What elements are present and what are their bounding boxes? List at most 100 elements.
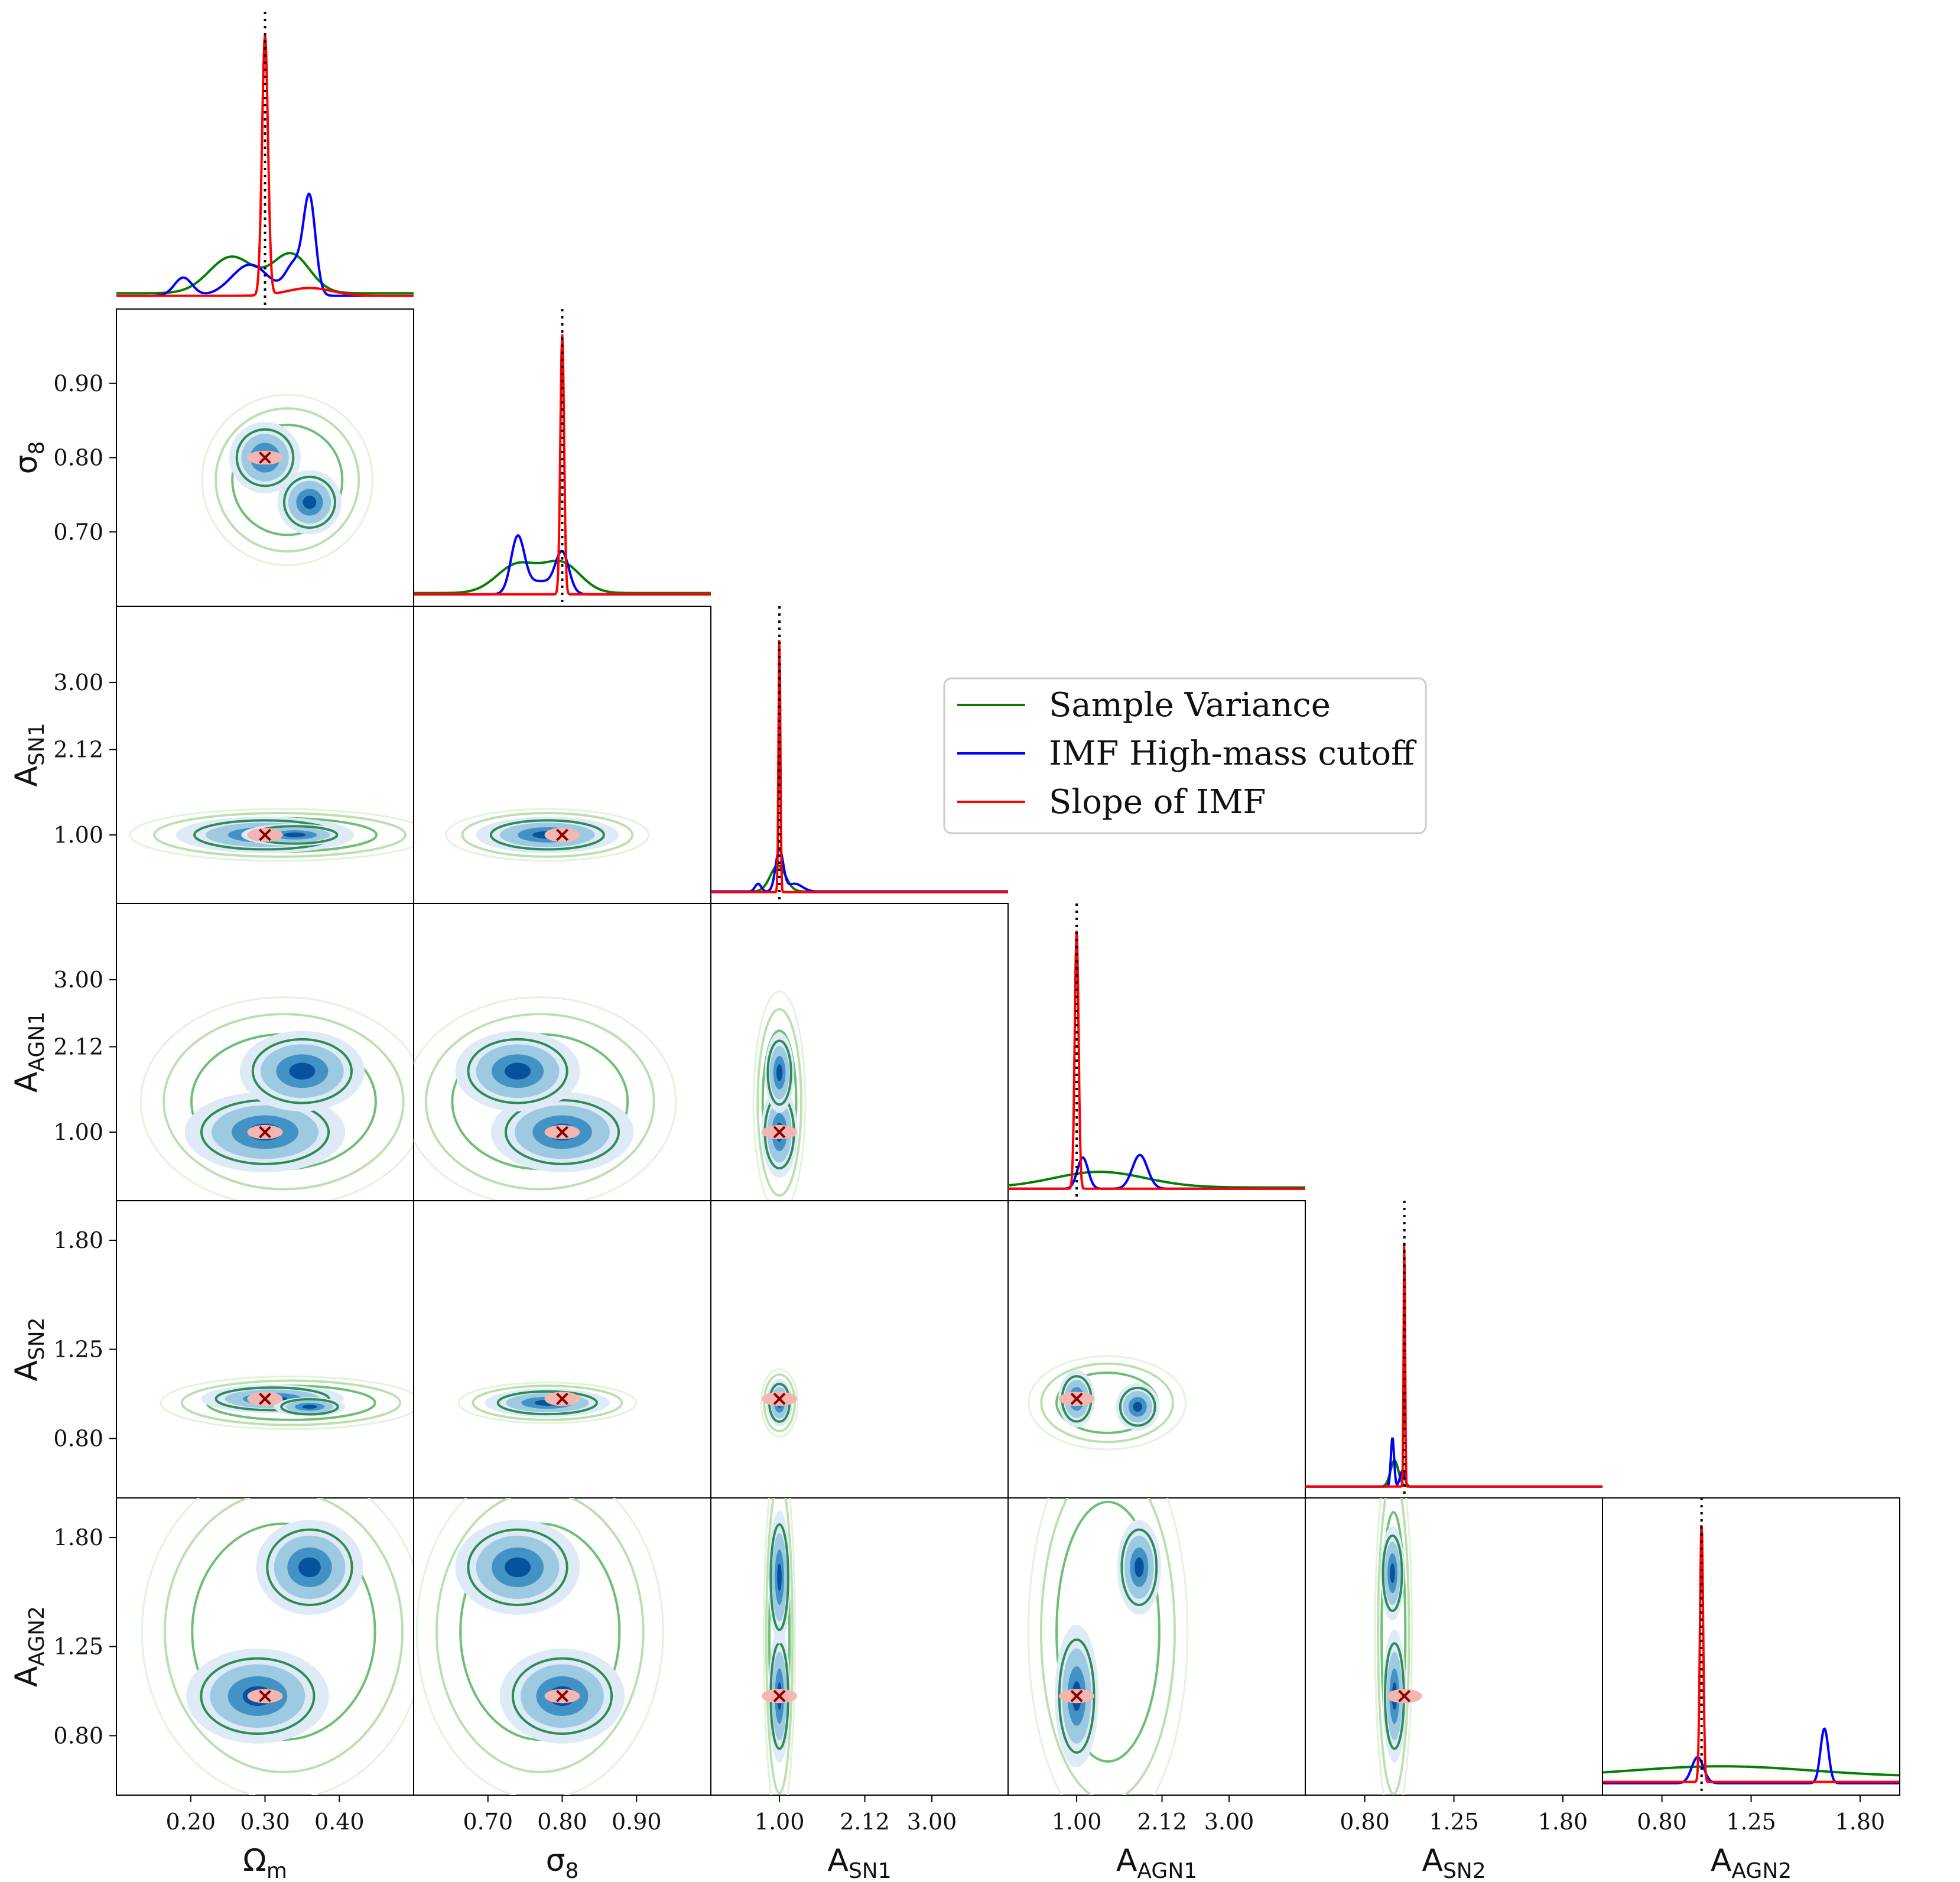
panel-frame [413,1200,711,1499]
contour-inner [766,1039,792,1106]
y-tick-label: 0.70 [53,519,103,545]
contour-inner [251,1038,353,1104]
y-tick-label: 1.80 [53,1227,103,1253]
contour-envelope [457,1382,637,1424]
contour-inner [769,1523,789,1631]
truth-point-marker [1070,1689,1083,1702]
marginal-curve-slope-of-imf [116,34,414,297]
filled-contour [302,1405,317,1409]
contour-envelope [141,1498,414,1795]
x-tick-label: 0.80 [1340,1809,1390,1835]
marginal-curve-slope-of-imf [414,334,711,596]
panel-5-0: 0.80 1.25 1.80 AAGN2 0.20 0.30 0.40 Ωm [9,1497,414,1882]
axis-label-a-agn1: AAGN1 [1116,1843,1197,1882]
contour-inner [280,1398,339,1416]
x-tick-label: 0.20 [165,1809,216,1835]
contour-envelope [752,990,807,1201]
x-tick-label: 1.80 [1835,1809,1886,1835]
truth-point-marker [259,828,271,841]
x-tick-label: 0.40 [314,1809,365,1835]
filled-contour [777,1563,782,1591]
contour-inner [467,1528,568,1607]
panel-0-0 [116,12,414,309]
marginal-curve-imf-high-mass-cutoff [711,847,1008,893]
truth-point-marker [773,1689,786,1702]
x-tick-label: 0.70 [463,1809,513,1835]
contour-envelope [1040,1362,1174,1444]
y-tick-label: 1.25 [53,1337,103,1363]
axis-label-a-sn2: ASN2 [1422,1843,1486,1882]
truth-point-marker [1398,1689,1411,1702]
marginal-curve-sample-variance [1603,1765,1900,1777]
axis-label-sigma-8: σ8 [546,1843,579,1882]
contour-envelope [1028,1355,1187,1451]
x-tick-label: 3.00 [1204,1809,1254,1835]
marginal-curve-imf-high-mass-cutoff [1603,1727,1900,1785]
legend: Sample Variance IMF High-mass cutoff Slo… [943,677,1427,834]
contour-envelope [163,1498,404,1773]
contour-inner [467,1038,568,1104]
contour-inner [266,1528,353,1607]
axis-label-a-agn2: AAGN2 [1711,1843,1792,1882]
truth-point-marker [259,451,271,464]
truth-point-marker [773,1392,786,1405]
contour-envelope [765,1498,794,1795]
contour-envelope [160,1375,414,1431]
panel-frame [1602,1497,1900,1796]
panel-3-3 [1008,903,1305,1201]
x-tick-label: 0.80 [1637,1809,1687,1835]
filled-contour [1135,1557,1144,1578]
filled-contour [1133,1402,1142,1412]
contour-envelope [1027,1498,1189,1795]
contour-envelope [162,1013,405,1191]
contour-envelope [472,1384,623,1421]
contour-envelope [445,808,650,862]
panel-4-3 [1007,1200,1306,1499]
marginal-curve-sample-variance [1008,1171,1305,1189]
y-tick-label: 0.80 [53,1425,103,1451]
contour-envelope [180,1379,402,1426]
contour-envelope [231,424,344,537]
contour-envelope [415,1498,664,1795]
contour-envelope [153,812,407,858]
axis-label-a-sn1: ASN1 [827,1843,891,1882]
x-tick-label: 3.00 [907,1809,957,1835]
panel-1-1 [414,309,711,606]
x-tick-label: 1.25 [1429,1809,1479,1835]
axis-label-a-sn1: ASN1 [9,723,49,786]
filled-contour [298,1557,321,1578]
panel-2-2 [711,606,1008,903]
panel-2-1 [413,606,711,904]
marginal-curve-imf-high-mass-cutoff [116,192,414,297]
filled-contour [283,833,306,837]
legend-label-slope-of-imf: Slope of IMF [1049,783,1266,821]
axis-label-a-agn1: AAGN1 [9,1012,49,1093]
axis-label-sigma-8: σ8 [9,441,49,474]
truth-point-marker [773,1126,786,1139]
marginal-curve-sample-variance [414,560,711,594]
x-tick-label: 2.12 [1137,1809,1187,1835]
marginal-curve-sample-variance [1305,1459,1603,1488]
filled-contour [1390,1563,1395,1584]
axis-label-omega-m: Ωm [243,1843,287,1882]
contour-envelope [1377,1498,1410,1795]
contour-inner [1120,1528,1158,1607]
x-tick-label: 0.80 [537,1809,587,1835]
axis-label-a-sn2: ASN2 [9,1317,49,1381]
contour-envelope [201,394,373,566]
contour-envelope [1055,1500,1161,1763]
panel-4-2 [710,1200,1009,1499]
contour-inner [200,1657,316,1735]
truth-point-marker [556,1126,568,1139]
filled-contour [303,495,317,509]
legend-label-sample-variance: Sample Variance [1049,686,1331,724]
contour-inner [511,1657,613,1735]
y-tick-label: 0.80 [53,445,103,471]
legend-label-imf-high-mass-cutoff: IMF High-mass cutoff [1049,734,1417,773]
truth-point-marker [259,1689,271,1702]
panel-frame [1007,1200,1306,1499]
x-tick-label: 0.90 [612,1809,662,1835]
truth-point-marker [556,1689,568,1702]
y-tick-label: 2.12 [53,1033,103,1059]
marginal-curve-slope-of-imf [711,640,1008,893]
